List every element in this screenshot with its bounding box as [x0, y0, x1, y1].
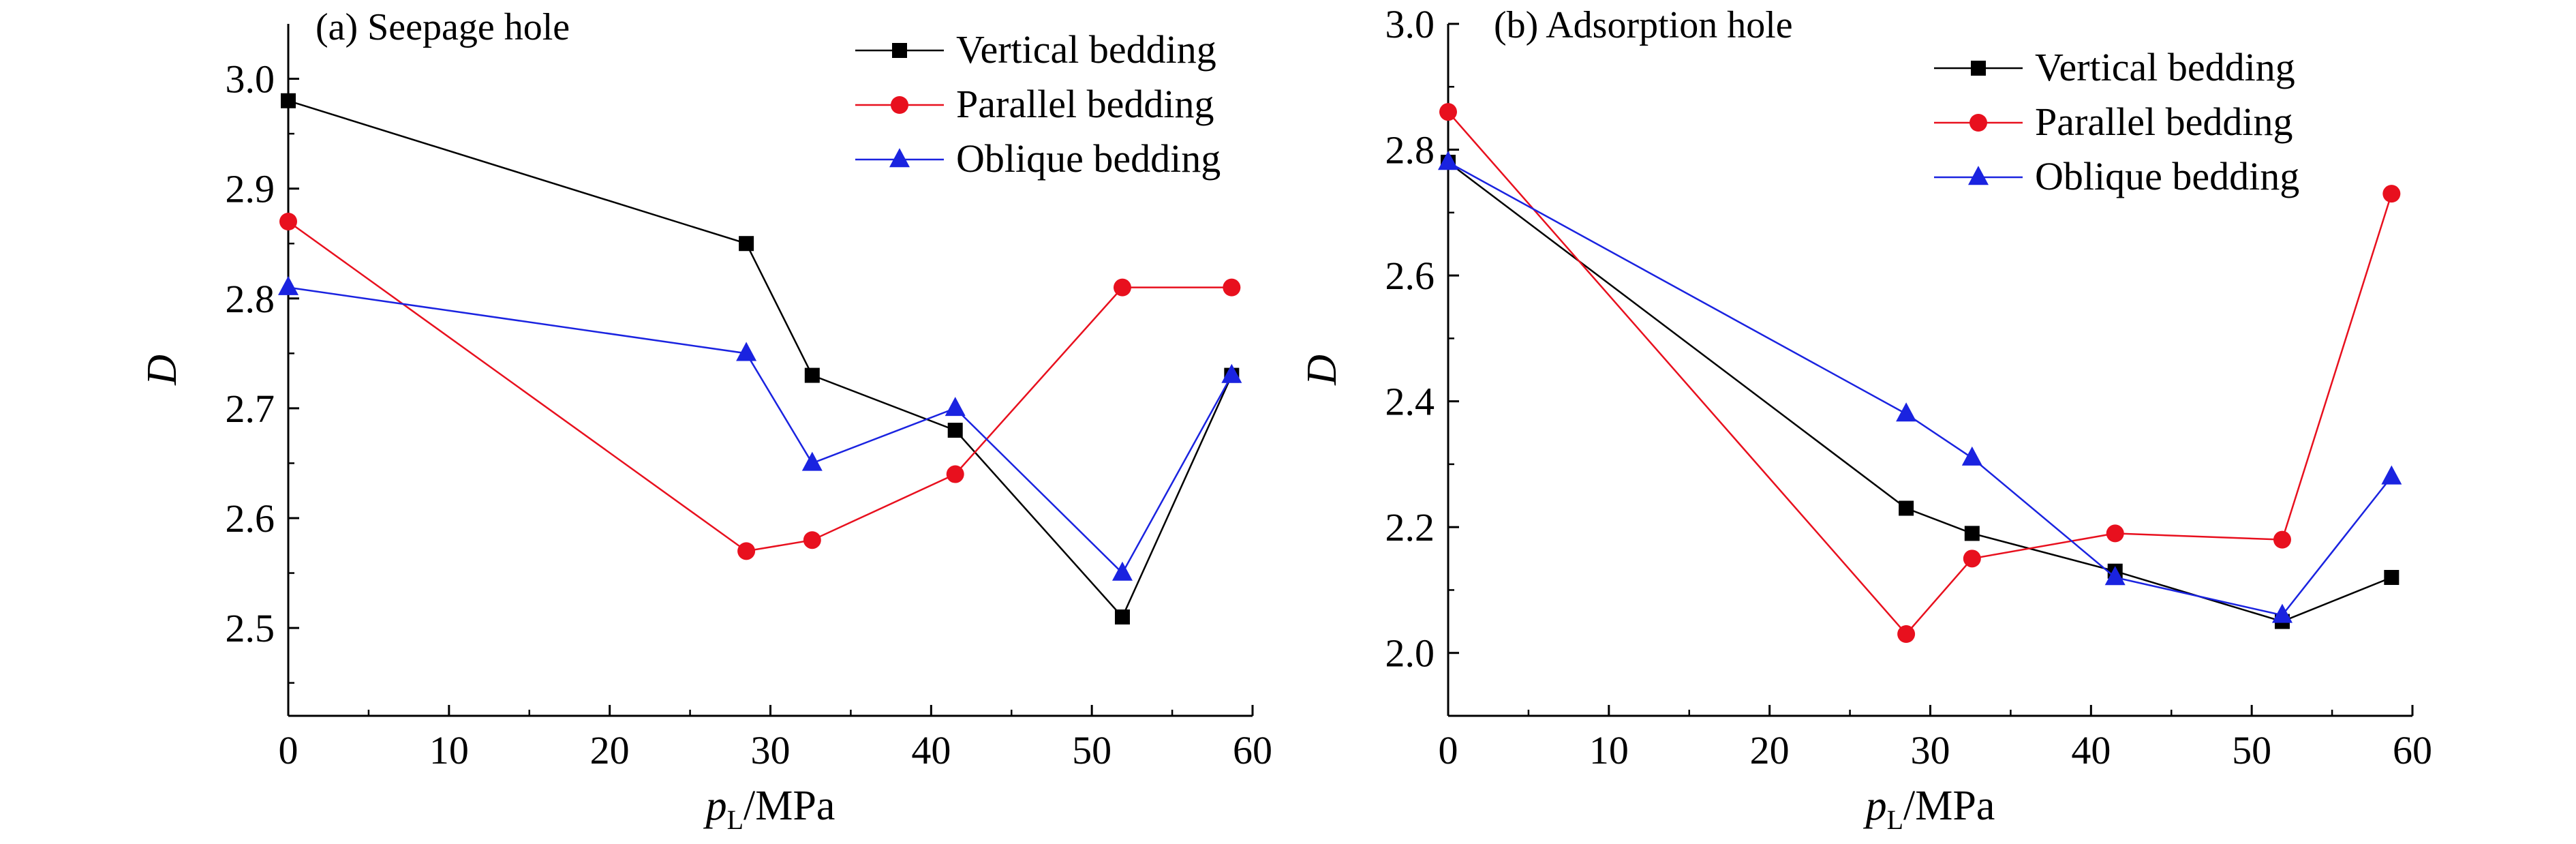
data-point: [1223, 278, 1241, 297]
x-tick-label: 30: [751, 728, 791, 772]
data-point: [1111, 561, 1133, 581]
legend: Vertical bedding Parallel bedding Oblique …: [855, 27, 1221, 181]
legend-marker: [892, 43, 907, 58]
legend-label: Oblique bedding: [2035, 154, 2299, 198]
data-point: [1899, 500, 1914, 516]
data-point: [1897, 625, 1916, 644]
y-tick-label: 2.9: [226, 167, 275, 211]
x-tick-label: 40: [911, 728, 951, 772]
chart-panel-b: 0 10 20 30 40 50 60 2.0 2.2 2.4 2.6 2.8 3.0 DpL/MPa (b…: [1299, 2, 2432, 835]
legend-marker: [1971, 61, 1986, 76]
x-tick-label: 60: [2393, 728, 2432, 772]
series-line: [1447, 162, 2392, 622]
series-parallel-bedding: [279, 213, 1241, 560]
data-point: [946, 465, 964, 483]
series-line: [1447, 111, 2393, 635]
y-tick-label: 2.2: [1385, 505, 1435, 549]
series-oblique-bedding: [278, 275, 1242, 581]
x-tick-label: 10: [429, 728, 469, 772]
x-axis-title: pL/MPa: [703, 783, 835, 835]
data-point: [2271, 603, 2293, 623]
legend-item: Vertical bedding: [855, 27, 1216, 72]
x-tick-label: 60: [1233, 728, 1272, 772]
y-tick-label: 3.0: [226, 57, 275, 102]
data-point: [803, 531, 821, 549]
data-point: [1963, 549, 1981, 568]
data-point: [278, 275, 298, 295]
series-line: [288, 286, 1233, 575]
legend-label: Parallel bedding: [2035, 100, 2293, 144]
y-tick-label: 2.0: [1385, 631, 1435, 676]
x-tick-label: 40: [2071, 728, 2111, 772]
data-point: [281, 93, 296, 108]
series-line: [288, 220, 1232, 552]
data-point: [2381, 465, 2402, 485]
x-tick-label: 50: [2232, 728, 2271, 772]
y-tick-label: 2.7: [226, 387, 275, 431]
x-tick-label: 20: [1750, 728, 1790, 772]
x-tick-label: 30: [1911, 728, 1950, 772]
x-tick-label: 50: [1072, 728, 1111, 772]
y-axis-title: D: [139, 355, 185, 386]
data-point: [736, 342, 757, 361]
data-point: [1961, 446, 1982, 466]
data-point: [1221, 363, 1242, 383]
series-vertical-bedding: [1441, 155, 2399, 629]
x-tick-label: 0: [279, 728, 298, 772]
data-point: [1896, 402, 1917, 422]
y-tick-label: 2.4: [1385, 380, 1435, 424]
data-point: [801, 451, 823, 471]
legend-label: Parallel bedding: [956, 82, 1214, 126]
legend-label: Oblique bedding: [956, 136, 1221, 181]
data-point: [737, 542, 756, 560]
data-point: [945, 397, 966, 417]
data-point: [2273, 530, 2291, 549]
data-point: [1113, 278, 1131, 297]
series-oblique-bedding: [1438, 151, 2402, 623]
x-tick-label: 20: [590, 728, 630, 772]
legend-label: Vertical bedding: [2035, 45, 2295, 89]
series-line: [288, 100, 1233, 619]
data-point: [804, 367, 820, 383]
data-point: [739, 236, 754, 252]
series-line: [1447, 161, 2393, 616]
series-parallel-bedding: [1439, 103, 2401, 644]
legend: Vertical bedding Parallel bedding Oblique …: [1934, 45, 2299, 198]
legend-item: Parallel bedding: [855, 82, 1214, 126]
y-tick-label: 3.0: [1385, 2, 1435, 46]
data-point: [2384, 570, 2399, 585]
data-point: [1439, 103, 1457, 121]
y-axis-title: D: [1299, 355, 1345, 386]
x-tick-label: 10: [1589, 728, 1629, 772]
legend-marker: [891, 96, 908, 114]
data-point: [1114, 609, 1130, 624]
legend-marker: [889, 148, 910, 168]
legend-item: Vertical bedding: [1934, 45, 2295, 89]
legend-item: Oblique bedding: [1934, 154, 2299, 198]
y-tick-label: 2.8: [1385, 128, 1435, 172]
data-point: [2104, 566, 2126, 586]
legend-label: Vertical bedding: [956, 27, 1216, 72]
data-point: [2106, 524, 2124, 543]
panel-title: (b) Adsorption hole: [1494, 4, 1793, 46]
legend-marker: [1968, 166, 1989, 185]
y-tick-label: 2.6: [226, 496, 275, 541]
legend-item: Oblique bedding: [855, 136, 1221, 181]
data-point: [1964, 526, 1980, 541]
legend-item: Parallel bedding: [1934, 100, 2293, 144]
chart-panel-a: 0 10 20 30 40 50 60 2.5 2.6 2.7 2.8 2.9 3.0 DpL/MPa (a…: [139, 6, 1272, 835]
y-tick-label: 2.5: [226, 606, 275, 650]
x-tick-label: 0: [1439, 728, 1458, 772]
x-axis-title: pL/MPa: [1863, 783, 1995, 835]
legend-marker: [1969, 114, 1987, 132]
y-tick-label: 2.6: [1385, 254, 1435, 298]
panel-title: (a) Seepage hole: [316, 6, 570, 48]
data-point: [279, 213, 297, 230]
data-point: [947, 423, 963, 438]
y-tick-label: 2.8: [226, 277, 275, 321]
data-point: [2382, 185, 2401, 203]
data-point: [1438, 151, 1458, 170]
